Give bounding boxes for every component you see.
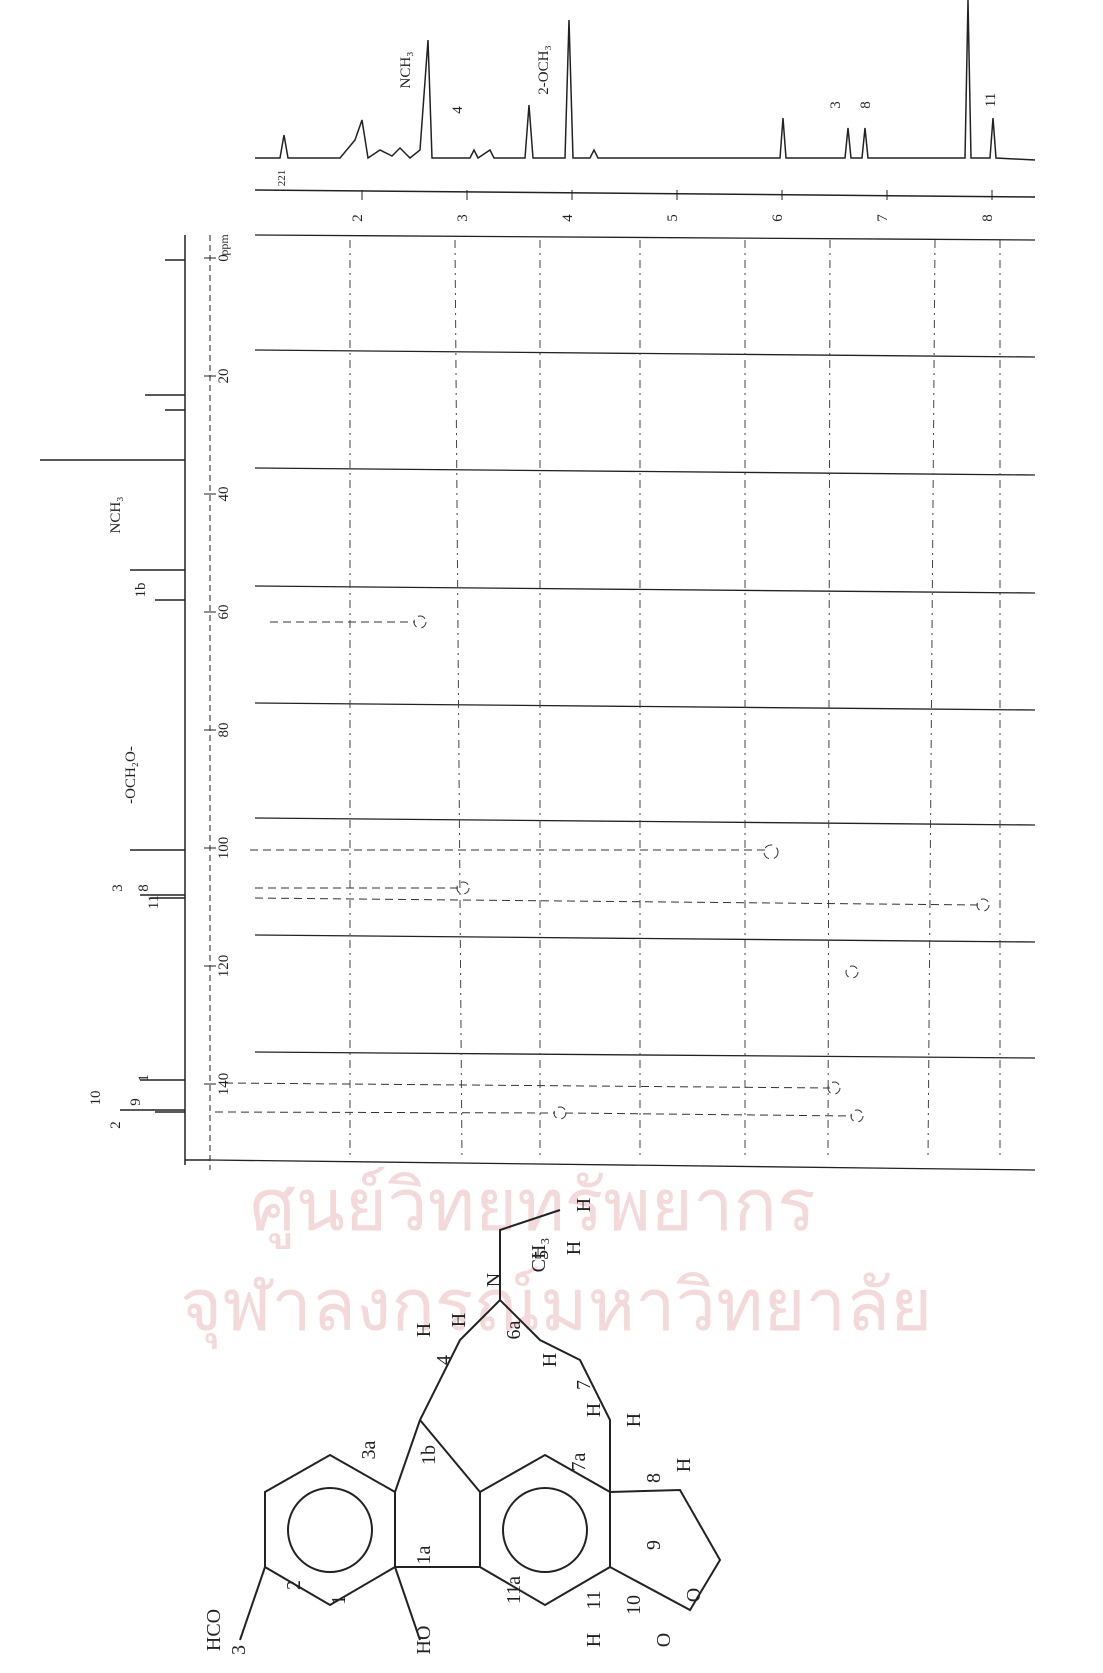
c-peak-label: -OCH₂O- bbox=[123, 746, 139, 804]
panel-lines bbox=[209, 234, 1036, 1171]
atom-label: 10 bbox=[623, 1595, 645, 1615]
c-tick-label: 120 bbox=[216, 955, 232, 978]
c-axis-unit: ppm bbox=[217, 234, 231, 256]
h-peak-label: 8 bbox=[858, 101, 874, 109]
c-peak-label: 1 bbox=[136, 1074, 152, 1082]
atom-label: HCO bbox=[203, 1609, 225, 1651]
h-tick-label: 5 bbox=[665, 214, 681, 222]
c-tick-label: 80 bbox=[216, 723, 232, 738]
h-tick-label: 7 bbox=[875, 214, 891, 222]
atom-label: 11a bbox=[503, 1576, 525, 1604]
h-tick-label: 6 bbox=[770, 214, 786, 222]
atom-label: H bbox=[448, 1313, 470, 1327]
atom-label: 11 bbox=[583, 1590, 605, 1609]
h-axis bbox=[254, 189, 1036, 198]
atom-label: CH₃ bbox=[528, 1238, 550, 1273]
atom-label: HO bbox=[413, 1626, 435, 1655]
atom-label: 2 bbox=[283, 1580, 305, 1590]
c-tick-label: 20 bbox=[216, 369, 232, 384]
atom-label: 4 bbox=[433, 1355, 455, 1365]
h-peak-label: 2-OCH₃ bbox=[536, 45, 552, 94]
atom-label: H bbox=[573, 1198, 595, 1212]
atom-label: H bbox=[623, 1413, 645, 1427]
structure-skeleton bbox=[239, 1209, 722, 1641]
atom-label: 5 bbox=[531, 1250, 553, 1260]
c-tick-label: 0 bbox=[216, 254, 232, 262]
c-peak-label: 10 bbox=[88, 1091, 104, 1106]
h-tick-label: 4 bbox=[560, 214, 576, 222]
ppm-guides bbox=[349, 239, 1001, 1161]
c-peak-label: 9 bbox=[128, 1098, 144, 1106]
atom-label: 7a bbox=[568, 1452, 590, 1471]
h-peak-label: NCH₃ bbox=[398, 52, 414, 89]
h-tick-label: 8 bbox=[980, 214, 996, 222]
atom-label: 3 bbox=[228, 1645, 250, 1655]
carbon-spectrum bbox=[40, 235, 210, 1165]
c-peak-label: 1b bbox=[133, 583, 149, 598]
c-tick-label: 60 bbox=[216, 605, 232, 620]
c-tick-label: 140 bbox=[216, 1073, 232, 1096]
atom-label: N bbox=[483, 1273, 505, 1287]
atom-label: 1b bbox=[418, 1445, 440, 1465]
atom-label: O bbox=[683, 1588, 705, 1602]
atom-label: H bbox=[583, 1633, 605, 1647]
watermark-line: ศูนย์วิทยทรัพยากร bbox=[250, 1163, 816, 1249]
h-peak-label: 4 bbox=[450, 106, 466, 114]
proton-spectrum bbox=[255, 0, 1036, 161]
atom-label: 1 bbox=[328, 1595, 350, 1605]
h-axis-fragment: 221 bbox=[276, 170, 288, 187]
h-tick-label: 2 bbox=[350, 214, 366, 222]
atom-label: 7 bbox=[573, 1380, 595, 1390]
atom-label: H bbox=[563, 1241, 585, 1255]
h-tick-label: 3 bbox=[455, 214, 471, 222]
h-peak-label: 3 bbox=[828, 101, 844, 109]
watermark-line: จุฬาลงกรณ์มหาวิทยาลัย bbox=[180, 1263, 932, 1349]
c-tick-label: 40 bbox=[216, 487, 232, 502]
carbon-peaks bbox=[120, 259, 185, 1113]
cross-peaks bbox=[214, 615, 990, 1123]
atom-label: 1a bbox=[413, 1545, 435, 1564]
atom-label: 9 bbox=[643, 1540, 665, 1550]
c-peak-label: NCH₃ bbox=[108, 497, 124, 534]
c-tick-label: 100 bbox=[216, 837, 232, 860]
atom-label: H bbox=[539, 1353, 561, 1367]
h-peak-label: 11 bbox=[983, 93, 999, 107]
atom-label: 6a bbox=[503, 1320, 525, 1339]
atom-label: H bbox=[413, 1323, 435, 1337]
atom-label: O bbox=[653, 1633, 675, 1647]
c-peak-label: 2 bbox=[108, 1121, 124, 1129]
atom-label: 8 bbox=[643, 1473, 665, 1483]
atom-label: H bbox=[583, 1403, 605, 1417]
c-peak-label: 11 bbox=[146, 895, 162, 909]
atom-label: H bbox=[673, 1458, 695, 1472]
c-peak-label: 3 bbox=[110, 884, 126, 892]
atom-label: 3a bbox=[358, 1440, 380, 1459]
c-peak-label: 8 bbox=[136, 884, 152, 892]
